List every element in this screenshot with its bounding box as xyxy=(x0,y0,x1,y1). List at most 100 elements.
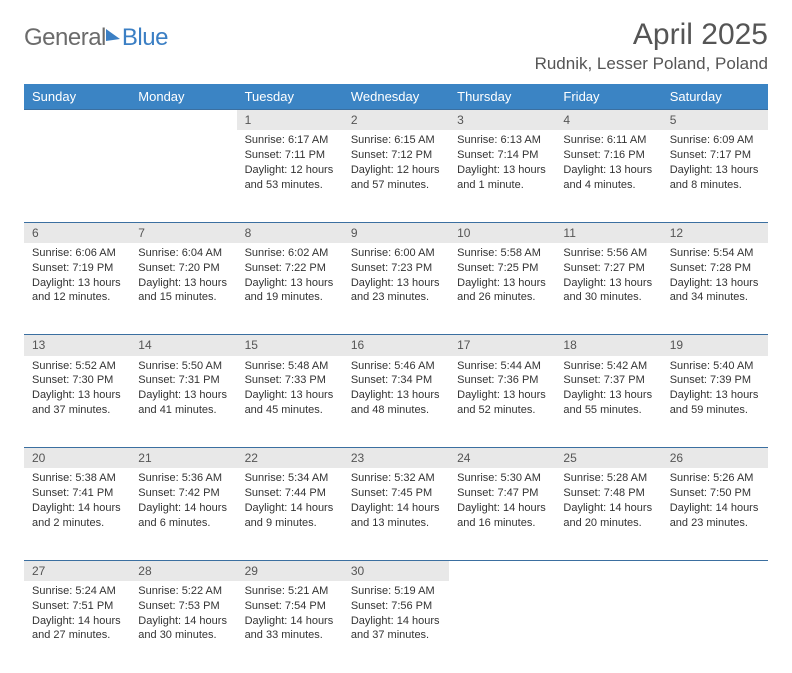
sunset-text: Sunset: 7:20 PM xyxy=(138,261,228,276)
day-number-cell: 11 xyxy=(555,222,661,243)
weekday-header: Sunday xyxy=(24,84,130,110)
weekday-header: Saturday xyxy=(662,84,768,110)
sunrise-text: Sunrise: 5:19 AM xyxy=(351,584,441,599)
sunset-text: Sunset: 7:37 PM xyxy=(563,373,653,388)
sunrise-text: Sunrise: 5:48 AM xyxy=(245,359,335,374)
day-number-cell: 21 xyxy=(130,448,236,469)
sunset-text: Sunset: 7:16 PM xyxy=(563,148,653,163)
daylight-text: Daylight: 12 hours and 53 minutes. xyxy=(245,163,335,193)
sunset-text: Sunset: 7:19 PM xyxy=(32,261,122,276)
sunrise-text: Sunrise: 5:26 AM xyxy=(670,471,760,486)
daylight-text: Daylight: 14 hours and 27 minutes. xyxy=(32,614,122,644)
weekday-header: Tuesday xyxy=(237,84,343,110)
sunrise-text: Sunrise: 5:21 AM xyxy=(245,584,335,599)
day-content-cell: Sunrise: 5:32 AMSunset: 7:45 PMDaylight:… xyxy=(343,468,449,560)
day-content-cell: Sunrise: 5:56 AMSunset: 7:27 PMDaylight:… xyxy=(555,243,661,335)
day-content-cell: Sunrise: 6:15 AMSunset: 7:12 PMDaylight:… xyxy=(343,130,449,222)
sunrise-text: Sunrise: 5:30 AM xyxy=(457,471,547,486)
sunset-text: Sunset: 7:27 PM xyxy=(563,261,653,276)
sunrise-text: Sunrise: 6:13 AM xyxy=(457,133,547,148)
day-number-cell xyxy=(24,110,130,131)
sunset-text: Sunset: 7:50 PM xyxy=(670,486,760,501)
day-content-cell: Sunrise: 6:04 AMSunset: 7:20 PMDaylight:… xyxy=(130,243,236,335)
day-number-cell: 4 xyxy=(555,110,661,131)
daylight-text: Daylight: 13 hours and 34 minutes. xyxy=(670,276,760,306)
day-content-cell: Sunrise: 6:09 AMSunset: 7:17 PMDaylight:… xyxy=(662,130,768,222)
day-content-cell: Sunrise: 6:17 AMSunset: 7:11 PMDaylight:… xyxy=(237,130,343,222)
weekday-header: Wednesday xyxy=(343,84,449,110)
day-content-cell: Sunrise: 5:36 AMSunset: 7:42 PMDaylight:… xyxy=(130,468,236,560)
daylight-text: Daylight: 13 hours and 23 minutes. xyxy=(351,276,441,306)
daynum-row: 6789101112 xyxy=(24,222,768,243)
day-content-cell: Sunrise: 6:00 AMSunset: 7:23 PMDaylight:… xyxy=(343,243,449,335)
content-row: Sunrise: 5:52 AMSunset: 7:30 PMDaylight:… xyxy=(24,356,768,448)
content-row: Sunrise: 6:17 AMSunset: 7:11 PMDaylight:… xyxy=(24,130,768,222)
day-content-cell: Sunrise: 5:28 AMSunset: 7:48 PMDaylight:… xyxy=(555,468,661,560)
day-content-cell: Sunrise: 6:11 AMSunset: 7:16 PMDaylight:… xyxy=(555,130,661,222)
day-number-cell: 24 xyxy=(449,448,555,469)
day-content-cell: Sunrise: 5:58 AMSunset: 7:25 PMDaylight:… xyxy=(449,243,555,335)
sunset-text: Sunset: 7:30 PM xyxy=(32,373,122,388)
sunrise-text: Sunrise: 6:11 AM xyxy=(563,133,653,148)
sunrise-text: Sunrise: 5:52 AM xyxy=(32,359,122,374)
day-number-cell: 6 xyxy=(24,222,130,243)
sunrise-text: Sunrise: 5:50 AM xyxy=(138,359,228,374)
sunset-text: Sunset: 7:12 PM xyxy=(351,148,441,163)
day-number-cell xyxy=(662,560,768,581)
day-number-cell: 1 xyxy=(237,110,343,131)
sunrise-text: Sunrise: 6:06 AM xyxy=(32,246,122,261)
daylight-text: Daylight: 14 hours and 23 minutes. xyxy=(670,501,760,531)
weekday-header-row: Sunday Monday Tuesday Wednesday Thursday… xyxy=(24,84,768,110)
page-header: General Blue April 2025 Rudnik, Lesser P… xyxy=(24,18,768,74)
daylight-text: Daylight: 14 hours and 13 minutes. xyxy=(351,501,441,531)
sunset-text: Sunset: 7:33 PM xyxy=(245,373,335,388)
daylight-text: Daylight: 13 hours and 26 minutes. xyxy=(457,276,547,306)
daylight-text: Daylight: 13 hours and 45 minutes. xyxy=(245,388,335,418)
day-content-cell xyxy=(662,581,768,673)
day-number-cell: 28 xyxy=(130,560,236,581)
daylight-text: Daylight: 14 hours and 30 minutes. xyxy=(138,614,228,644)
sunset-text: Sunset: 7:39 PM xyxy=(670,373,760,388)
day-content-cell: Sunrise: 6:13 AMSunset: 7:14 PMDaylight:… xyxy=(449,130,555,222)
day-number-cell: 8 xyxy=(237,222,343,243)
daylight-text: Daylight: 13 hours and 15 minutes. xyxy=(138,276,228,306)
daylight-text: Daylight: 13 hours and 19 minutes. xyxy=(245,276,335,306)
month-title: April 2025 xyxy=(535,18,768,52)
sunset-text: Sunset: 7:14 PM xyxy=(457,148,547,163)
daylight-text: Daylight: 14 hours and 37 minutes. xyxy=(351,614,441,644)
day-number-cell: 30 xyxy=(343,560,449,581)
day-content-cell: Sunrise: 5:21 AMSunset: 7:54 PMDaylight:… xyxy=(237,581,343,673)
daylight-text: Daylight: 14 hours and 9 minutes. xyxy=(245,501,335,531)
day-number-cell: 10 xyxy=(449,222,555,243)
daylight-text: Daylight: 13 hours and 59 minutes. xyxy=(670,388,760,418)
day-number-cell: 29 xyxy=(237,560,343,581)
day-content-cell: Sunrise: 5:42 AMSunset: 7:37 PMDaylight:… xyxy=(555,356,661,448)
weekday-header: Friday xyxy=(555,84,661,110)
daylight-text: Daylight: 13 hours and 52 minutes. xyxy=(457,388,547,418)
day-content-cell: Sunrise: 5:22 AMSunset: 7:53 PMDaylight:… xyxy=(130,581,236,673)
day-number-cell: 7 xyxy=(130,222,236,243)
day-content-cell: Sunrise: 6:02 AMSunset: 7:22 PMDaylight:… xyxy=(237,243,343,335)
day-number-cell xyxy=(130,110,236,131)
day-content-cell: Sunrise: 5:24 AMSunset: 7:51 PMDaylight:… xyxy=(24,581,130,673)
content-row: Sunrise: 5:38 AMSunset: 7:41 PMDaylight:… xyxy=(24,468,768,560)
sunset-text: Sunset: 7:44 PM xyxy=(245,486,335,501)
sunrise-text: Sunrise: 5:46 AM xyxy=(351,359,441,374)
daynum-row: 13141516171819 xyxy=(24,335,768,356)
day-content-cell: Sunrise: 5:26 AMSunset: 7:50 PMDaylight:… xyxy=(662,468,768,560)
day-content-cell: Sunrise: 5:52 AMSunset: 7:30 PMDaylight:… xyxy=(24,356,130,448)
sunrise-text: Sunrise: 5:28 AM xyxy=(563,471,653,486)
weekday-header: Monday xyxy=(130,84,236,110)
sunrise-text: Sunrise: 6:09 AM xyxy=(670,133,760,148)
sunrise-text: Sunrise: 5:32 AM xyxy=(351,471,441,486)
day-content-cell xyxy=(130,130,236,222)
sunrise-text: Sunrise: 5:42 AM xyxy=(563,359,653,374)
day-content-cell: Sunrise: 5:30 AMSunset: 7:47 PMDaylight:… xyxy=(449,468,555,560)
brand-blue: Blue xyxy=(122,24,168,52)
day-content-cell: Sunrise: 6:06 AMSunset: 7:19 PMDaylight:… xyxy=(24,243,130,335)
day-number-cell xyxy=(449,560,555,581)
sunrise-text: Sunrise: 6:15 AM xyxy=(351,133,441,148)
sunset-text: Sunset: 7:56 PM xyxy=(351,599,441,614)
daylight-text: Daylight: 13 hours and 37 minutes. xyxy=(32,388,122,418)
day-number-cell: 25 xyxy=(555,448,661,469)
